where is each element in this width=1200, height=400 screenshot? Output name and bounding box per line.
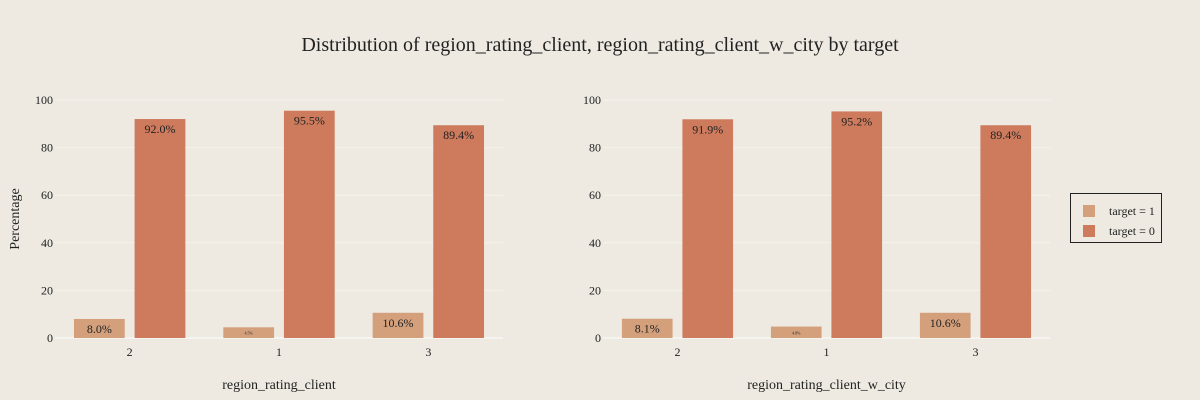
data-label-1-target0-2: 91.9% (692, 122, 723, 136)
data-label-1-target1-1: 4.8% (792, 330, 801, 335)
y-axis-label: Percentage (8, 188, 23, 249)
y-tick-label-1-100: 100 (583, 93, 601, 107)
y-tick-label-1-0: 0 (595, 331, 601, 345)
bar-1-target1-1 (770, 326, 822, 338)
y-tick-label-1-80: 80 (589, 141, 601, 155)
bar-0-target0-2 (134, 119, 186, 338)
y-tick-label-1-60: 60 (589, 188, 601, 202)
x-tick-label-0-2: 2 (127, 345, 133, 359)
data-label-0-target1-1: 4.5% (245, 331, 254, 336)
legend-swatch-target-1 (1083, 205, 1095, 217)
legend-label-target-0: target = 0 (1109, 223, 1155, 238)
chart-title: Distribution of region_rating_client, re… (301, 34, 899, 56)
y-tick-label-1-40: 40 (589, 236, 601, 250)
x-tick-label-1-1: 1 (824, 345, 830, 359)
y-tick-label-0-0: 0 (47, 331, 53, 345)
data-label-1-target1-3: 10.6% (930, 316, 961, 330)
bar-1-target0-2 (682, 119, 734, 338)
x-axis-label-0: region_rating_client (222, 378, 336, 393)
bar-0-target1-2 (73, 318, 125, 338)
bar-1-target1-2 (621, 318, 673, 338)
data-label-1-target0-1: 95.2% (841, 114, 872, 128)
y-tick-label-0-100: 100 (35, 93, 53, 107)
y-tick-label-1-20: 20 (589, 283, 601, 297)
bar-1-target0-1 (831, 111, 883, 338)
x-tick-label-1-2: 2 (675, 345, 681, 359)
bar-0-target1-1 (223, 327, 275, 338)
legend[interactable]: target = 1 target = 0 (1070, 193, 1162, 243)
legend-label-target-1: target = 1 (1109, 203, 1155, 218)
data-label-0-target0-1: 95.5% (294, 114, 325, 128)
y-tick-label-0-60: 60 (41, 188, 53, 202)
bar-1-target0-3 (980, 125, 1032, 338)
data-label-0-target0-2: 92.0% (144, 122, 175, 136)
x-tick-label-0-3: 3 (425, 345, 431, 359)
x-tick-label-1-3: 3 (973, 345, 979, 359)
bar-0-target1-3 (372, 312, 424, 338)
bar-0-target0-3 (433, 125, 485, 338)
data-label-0-target1-3: 10.6% (383, 316, 414, 330)
bar-1-target1-3 (919, 312, 971, 338)
y-tick-label-0-20: 20 (41, 283, 53, 297)
legend-item-target-0[interactable]: target = 0 (1083, 222, 1161, 240)
x-axis-label-1: region_rating_client_w_city (747, 378, 906, 393)
y-tick-label-0-80: 80 (41, 141, 53, 155)
data-label-0-target1-2: 8.0% (87, 322, 112, 336)
legend-swatch-target-0 (1083, 225, 1095, 237)
y-tick-label-0-40: 40 (41, 236, 53, 250)
data-label-1-target1-2: 8.1% (635, 322, 660, 336)
data-label-1-target0-3: 89.4% (990, 128, 1021, 142)
x-tick-label-0-1: 1 (276, 345, 282, 359)
data-label-0-target0-3: 89.4% (443, 128, 474, 142)
legend-item-target-1[interactable]: target = 1 (1083, 202, 1161, 220)
bar-0-target0-1 (283, 110, 335, 339)
